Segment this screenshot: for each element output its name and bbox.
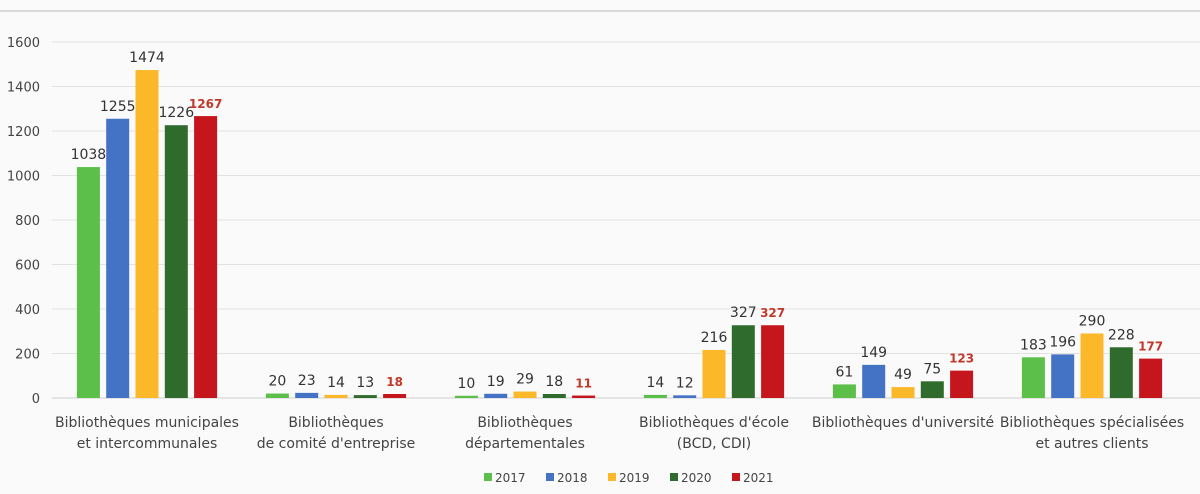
y-tick-label: 600 — [15, 259, 40, 274]
legend-swatch-2018 — [546, 473, 554, 481]
x-category-label: et intercommunales — [77, 436, 218, 452]
legend-swatch-2019 — [608, 473, 616, 481]
data-label: 1226 — [158, 105, 194, 121]
data-label: 10 — [457, 376, 475, 392]
x-category-label: Bibliothèques — [288, 415, 383, 431]
x-category-label: Bibliothèques d'université — [812, 415, 994, 431]
bar-2017 — [76, 167, 100, 398]
x-category-label: départementales — [465, 436, 585, 452]
legend-swatch-2017 — [484, 473, 492, 481]
data-label: 327 — [730, 305, 757, 321]
bar-2020 — [731, 325, 755, 398]
legend-label: 2021 — [743, 471, 774, 485]
x-category-label: Bibliothèques spécialisées — [1000, 415, 1184, 431]
legend-swatch-2020 — [670, 473, 678, 481]
legend-label: 2019 — [619, 471, 650, 485]
bar-2019 — [324, 394, 348, 398]
bar-2019 — [1080, 333, 1104, 398]
bar-2020 — [164, 125, 188, 398]
data-label: 14 — [646, 375, 664, 391]
bar-2017 — [643, 394, 667, 398]
data-label: 1255 — [100, 99, 136, 115]
bar-2021 — [950, 370, 974, 398]
bar-2017 — [1021, 357, 1045, 398]
data-label: 19 — [487, 374, 505, 390]
legend-label: 2018 — [557, 471, 588, 485]
bar-2018 — [1051, 354, 1075, 398]
bar-2018 — [295, 392, 319, 398]
data-label: 196 — [1049, 334, 1076, 350]
bar-2018 — [862, 364, 886, 398]
bar-2018 — [673, 395, 697, 398]
data-label: 13 — [356, 375, 374, 391]
data-label: 177 — [1138, 340, 1163, 354]
data-label: 18 — [386, 375, 403, 389]
bar-2020 — [353, 395, 377, 398]
bar-2021 — [761, 325, 785, 398]
data-label: 1267 — [189, 97, 222, 111]
bar-2018 — [106, 118, 130, 398]
x-category-label: (BCD, CDI) — [677, 436, 751, 452]
data-label: 228 — [1108, 327, 1135, 343]
data-label: 1038 — [71, 147, 107, 163]
x-category-label: Bibliothèques municipales — [55, 415, 239, 431]
data-label: 75 — [923, 361, 941, 377]
bar-2021 — [1139, 358, 1163, 398]
data-label: 11 — [575, 377, 592, 391]
data-label: 61 — [835, 364, 853, 380]
data-label: 290 — [1079, 313, 1106, 329]
y-tick-label: 1600 — [7, 36, 40, 51]
bar-2020 — [542, 393, 566, 398]
bar-2019 — [513, 391, 537, 398]
legend-label: 2017 — [495, 471, 526, 485]
data-label: 149 — [860, 345, 887, 361]
bar-2017 — [454, 395, 478, 398]
bar-2021 — [572, 395, 596, 398]
data-label: 216 — [701, 330, 728, 346]
data-label: 23 — [298, 373, 316, 389]
data-label: 18 — [545, 374, 563, 390]
bar-2021 — [194, 116, 218, 398]
data-label: 29 — [516, 372, 534, 388]
data-label: 49 — [894, 367, 912, 383]
bar-2020 — [920, 381, 944, 398]
data-label: 327 — [760, 306, 785, 320]
x-category-label: de comité d'entreprise — [257, 436, 416, 452]
bar-2017 — [265, 393, 289, 398]
data-label: 12 — [676, 375, 694, 391]
bar-2019 — [702, 349, 726, 398]
y-tick-label: 0 — [32, 392, 40, 407]
y-tick-label: 200 — [15, 348, 40, 363]
x-category-label: et autres clients — [1035, 436, 1148, 452]
data-label: 20 — [268, 374, 286, 390]
legend-swatch-2021 — [732, 473, 740, 481]
data-label: 14 — [327, 375, 345, 391]
y-tick-label: 400 — [15, 303, 40, 318]
bar-2020 — [1109, 347, 1133, 398]
bar-2021 — [383, 393, 407, 398]
bar-2019 — [135, 70, 159, 398]
x-category-label: Bibliothèques — [477, 415, 572, 431]
y-tick-label: 800 — [15, 214, 40, 229]
y-tick-label: 1000 — [7, 170, 40, 185]
bar-2019 — [891, 387, 915, 398]
data-label: 1474 — [129, 50, 165, 66]
x-category-label: Bibliothèques d'école — [639, 415, 789, 431]
legend-label: 2020 — [681, 471, 712, 485]
y-tick-label: 1200 — [7, 125, 40, 140]
data-label: 123 — [949, 352, 974, 366]
y-tick-label: 1400 — [7, 81, 40, 96]
bar-2018 — [484, 393, 508, 398]
data-label: 183 — [1020, 337, 1047, 353]
bar-2017 — [832, 384, 856, 398]
